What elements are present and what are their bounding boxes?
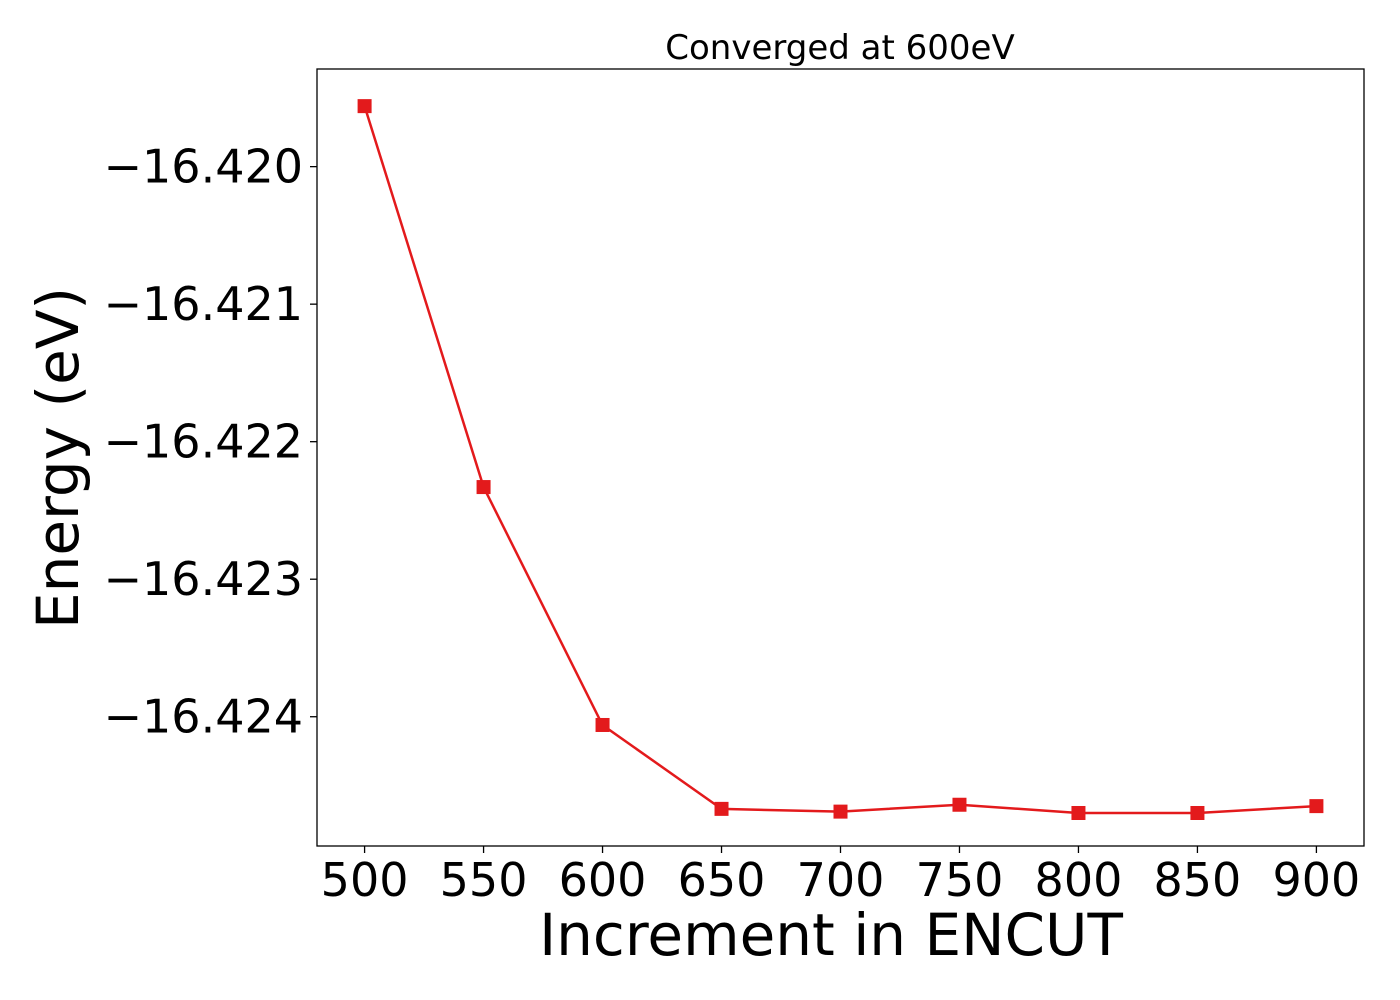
- y-tick-label: −16.421: [104, 277, 304, 331]
- y-tick-label: −16.424: [104, 690, 304, 744]
- data-point-marker: [476, 480, 491, 495]
- data-point-marker: [1190, 805, 1205, 820]
- x-tick-label: 700: [797, 853, 885, 907]
- data-point-marker: [1071, 805, 1086, 820]
- data-point-marker: [833, 804, 848, 819]
- x-tick-label: 900: [1273, 853, 1361, 907]
- y-tick-label: −16.423: [104, 552, 304, 606]
- x-tick-label: 800: [1035, 853, 1123, 907]
- y-axis-label: Energy (eV): [24, 287, 92, 629]
- x-axis-ticks: 500 550 600 650 700 750 800 850 900: [321, 846, 1361, 907]
- y-axis-ticks: −16.420 −16.421 −16.422 −16.423 −16.424: [104, 140, 317, 744]
- y-tick-label: −16.422: [104, 415, 304, 469]
- x-tick-label: 600: [559, 853, 647, 907]
- series-markers: [357, 99, 1324, 820]
- x-tick-label: 550: [440, 853, 528, 907]
- data-point-marker: [714, 801, 729, 816]
- data-point-marker: [1309, 799, 1324, 814]
- data-point-marker: [952, 797, 967, 812]
- x-tick-label: 850: [1154, 853, 1242, 907]
- data-point-marker: [595, 717, 610, 732]
- x-tick-label: 750: [916, 853, 1004, 907]
- chart-title: Converged at 600eV: [665, 28, 1014, 68]
- x-tick-label: 650: [678, 853, 766, 907]
- data-point-marker: [357, 99, 372, 114]
- x-tick-label: 500: [321, 853, 409, 907]
- y-tick-label: −16.420: [104, 140, 304, 194]
- x-axis-label: Increment in ENCUT: [539, 901, 1123, 969]
- series-line: [363, 105, 1317, 815]
